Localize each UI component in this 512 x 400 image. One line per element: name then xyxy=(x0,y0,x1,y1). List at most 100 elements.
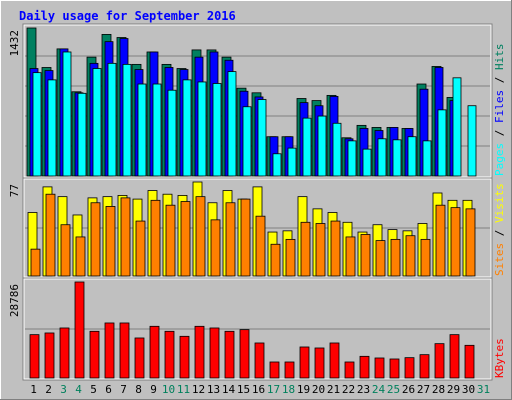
legend-hits: Hits xyxy=(493,44,506,71)
bar-sites-day-14 xyxy=(225,202,236,277)
bar-kbytes-day-2 xyxy=(44,332,55,379)
bar-sites-day-13 xyxy=(210,219,221,277)
x-axis-labels: 1 2 3 4 5 6 7 8 9 10 11 12 13 14 15 16 17 18 19 20 21 22 23 24 2… xyxy=(30,383,490,396)
bar-kbytes-day-16 xyxy=(254,342,265,379)
bar-sites-day-3 xyxy=(60,224,71,277)
bar-kbytes-day-17 xyxy=(269,361,280,379)
bar-sites-day-17 xyxy=(270,243,281,277)
panel-legend: Pages / Files / Hits xyxy=(493,44,506,177)
y-max-label: 1432 xyxy=(8,30,21,57)
legend-separator: / xyxy=(493,123,506,143)
bar-sites-day-7 xyxy=(120,197,131,277)
bar-kbytes-day-9 xyxy=(149,325,160,379)
x-tick-label-day-5: 5 xyxy=(90,383,97,396)
panel-kbytes: 28786 KBytes xyxy=(8,277,506,381)
bar-kbytes-day-21 xyxy=(329,342,340,379)
bar-pages-day-30 xyxy=(467,105,477,177)
x-tick-label-day-12: 12 xyxy=(192,383,205,396)
bar-pages-day-24 xyxy=(377,138,387,177)
bar-kbytes-day-28 xyxy=(434,343,445,379)
bar-pages-day-23 xyxy=(362,148,372,177)
x-tick-label-day-6: 6 xyxy=(105,383,112,396)
x-tick-label-day-24: 24 xyxy=(372,383,386,396)
x-tick-label-day-4: 4 xyxy=(75,383,82,396)
bar-pages-day-10 xyxy=(167,89,177,177)
bar-pages-day-3 xyxy=(62,51,72,177)
x-tick-label-day-25: 25 xyxy=(387,383,400,396)
bar-kbytes-day-23 xyxy=(359,355,370,379)
x-tick-label-day-9: 9 xyxy=(150,383,157,396)
x-tick-label-day-27: 27 xyxy=(417,383,430,396)
legend-separator: / xyxy=(493,70,506,90)
x-tick-label-day-13: 13 xyxy=(207,383,220,396)
bar-pages-day-7 xyxy=(122,63,132,177)
bar-pages-day-9 xyxy=(152,83,162,177)
bar-kbytes-day-7 xyxy=(119,322,130,379)
bar-sites-day-5 xyxy=(90,202,101,277)
bar-pages-day-13 xyxy=(212,83,222,177)
panel-pages-files-hits: 1432 Pages / Files / Hits xyxy=(8,23,506,179)
bar-pages-day-22 xyxy=(347,140,357,177)
bar-pages-day-18 xyxy=(287,147,297,177)
bar-kbytes-day-13 xyxy=(209,327,220,379)
bar-sites-day-29 xyxy=(450,207,461,277)
bar-pages-day-1 xyxy=(32,72,42,177)
chart-panels: 1432 Pages / Files / Hits 77 Sites / Visits… xyxy=(8,23,506,381)
bar-kbytes-day-12 xyxy=(194,325,205,379)
bar-sites-day-25 xyxy=(390,238,401,277)
chart-title: Daily usage for September 2016 xyxy=(19,9,236,23)
x-tick-label-day-28: 28 xyxy=(432,383,445,396)
bar-pages-day-12 xyxy=(197,81,207,177)
bar-pages-day-19 xyxy=(302,117,312,177)
bar-pages-day-17 xyxy=(272,153,282,177)
x-tick-label-day-30: 30 xyxy=(462,383,475,396)
bar-kbytes-day-1 xyxy=(29,334,40,379)
bar-sites-day-22 xyxy=(345,236,356,277)
x-tick-label-day-18: 18 xyxy=(282,383,295,396)
bar-pages-day-11 xyxy=(182,79,192,177)
bar-kbytes-day-6 xyxy=(104,322,115,379)
x-tick-label-day-14: 14 xyxy=(222,383,236,396)
x-tick-label-day-17: 17 xyxy=(267,383,280,396)
x-tick-label-day-16: 16 xyxy=(252,383,265,396)
x-tick-label-day-20: 20 xyxy=(312,383,325,396)
bar-sites-day-4 xyxy=(75,236,86,277)
bar-pages-day-15 xyxy=(242,106,252,177)
x-tick-label-day-21: 21 xyxy=(327,383,340,396)
bar-kbytes-day-22 xyxy=(344,361,355,379)
bar-sites-day-27 xyxy=(420,238,431,277)
bar-pages-day-2 xyxy=(47,79,57,177)
bar-pages-day-4 xyxy=(77,92,87,177)
bar-sites-day-30 xyxy=(465,208,476,277)
legend-sites: Sites xyxy=(493,243,506,276)
bar-kbytes-day-11 xyxy=(179,335,190,379)
bar-pages-day-27 xyxy=(422,140,432,177)
bar-kbytes-day-8 xyxy=(134,337,145,379)
bar-sites-day-19 xyxy=(300,221,311,277)
x-tick-label-day-19: 19 xyxy=(297,383,310,396)
bar-kbytes-day-14 xyxy=(224,330,235,379)
bar-pages-day-6 xyxy=(107,62,117,177)
x-tick-label-day-7: 7 xyxy=(120,383,127,396)
bar-kbytes-day-5 xyxy=(89,330,100,379)
x-tick-label-day-8: 8 xyxy=(135,383,142,396)
y-max-label: 28786 xyxy=(8,284,21,317)
panel-visits-sites: 77 Sites / Visits xyxy=(8,177,506,279)
panel-frame-outer xyxy=(22,277,493,381)
bar-pages-day-28 xyxy=(437,109,447,177)
bar-sites-day-8 xyxy=(135,220,146,277)
x-tick-label-day-15: 15 xyxy=(237,383,250,396)
x-tick-label-day-29: 29 xyxy=(447,383,460,396)
bar-pages-day-14 xyxy=(227,71,237,177)
bar-sites-day-21 xyxy=(330,220,341,277)
bar-pages-day-8 xyxy=(137,83,147,177)
bar-sites-day-15 xyxy=(240,198,251,277)
bar-sites-day-12 xyxy=(195,196,206,277)
bar-kbytes-day-20 xyxy=(314,347,325,379)
bar-kbytes-day-29 xyxy=(449,334,460,379)
bar-kbytes-day-4 xyxy=(74,281,85,379)
bar-kbytes-day-27 xyxy=(419,354,430,379)
bar-sites-day-2 xyxy=(45,193,56,277)
x-tick-label-day-1: 1 xyxy=(30,383,37,396)
